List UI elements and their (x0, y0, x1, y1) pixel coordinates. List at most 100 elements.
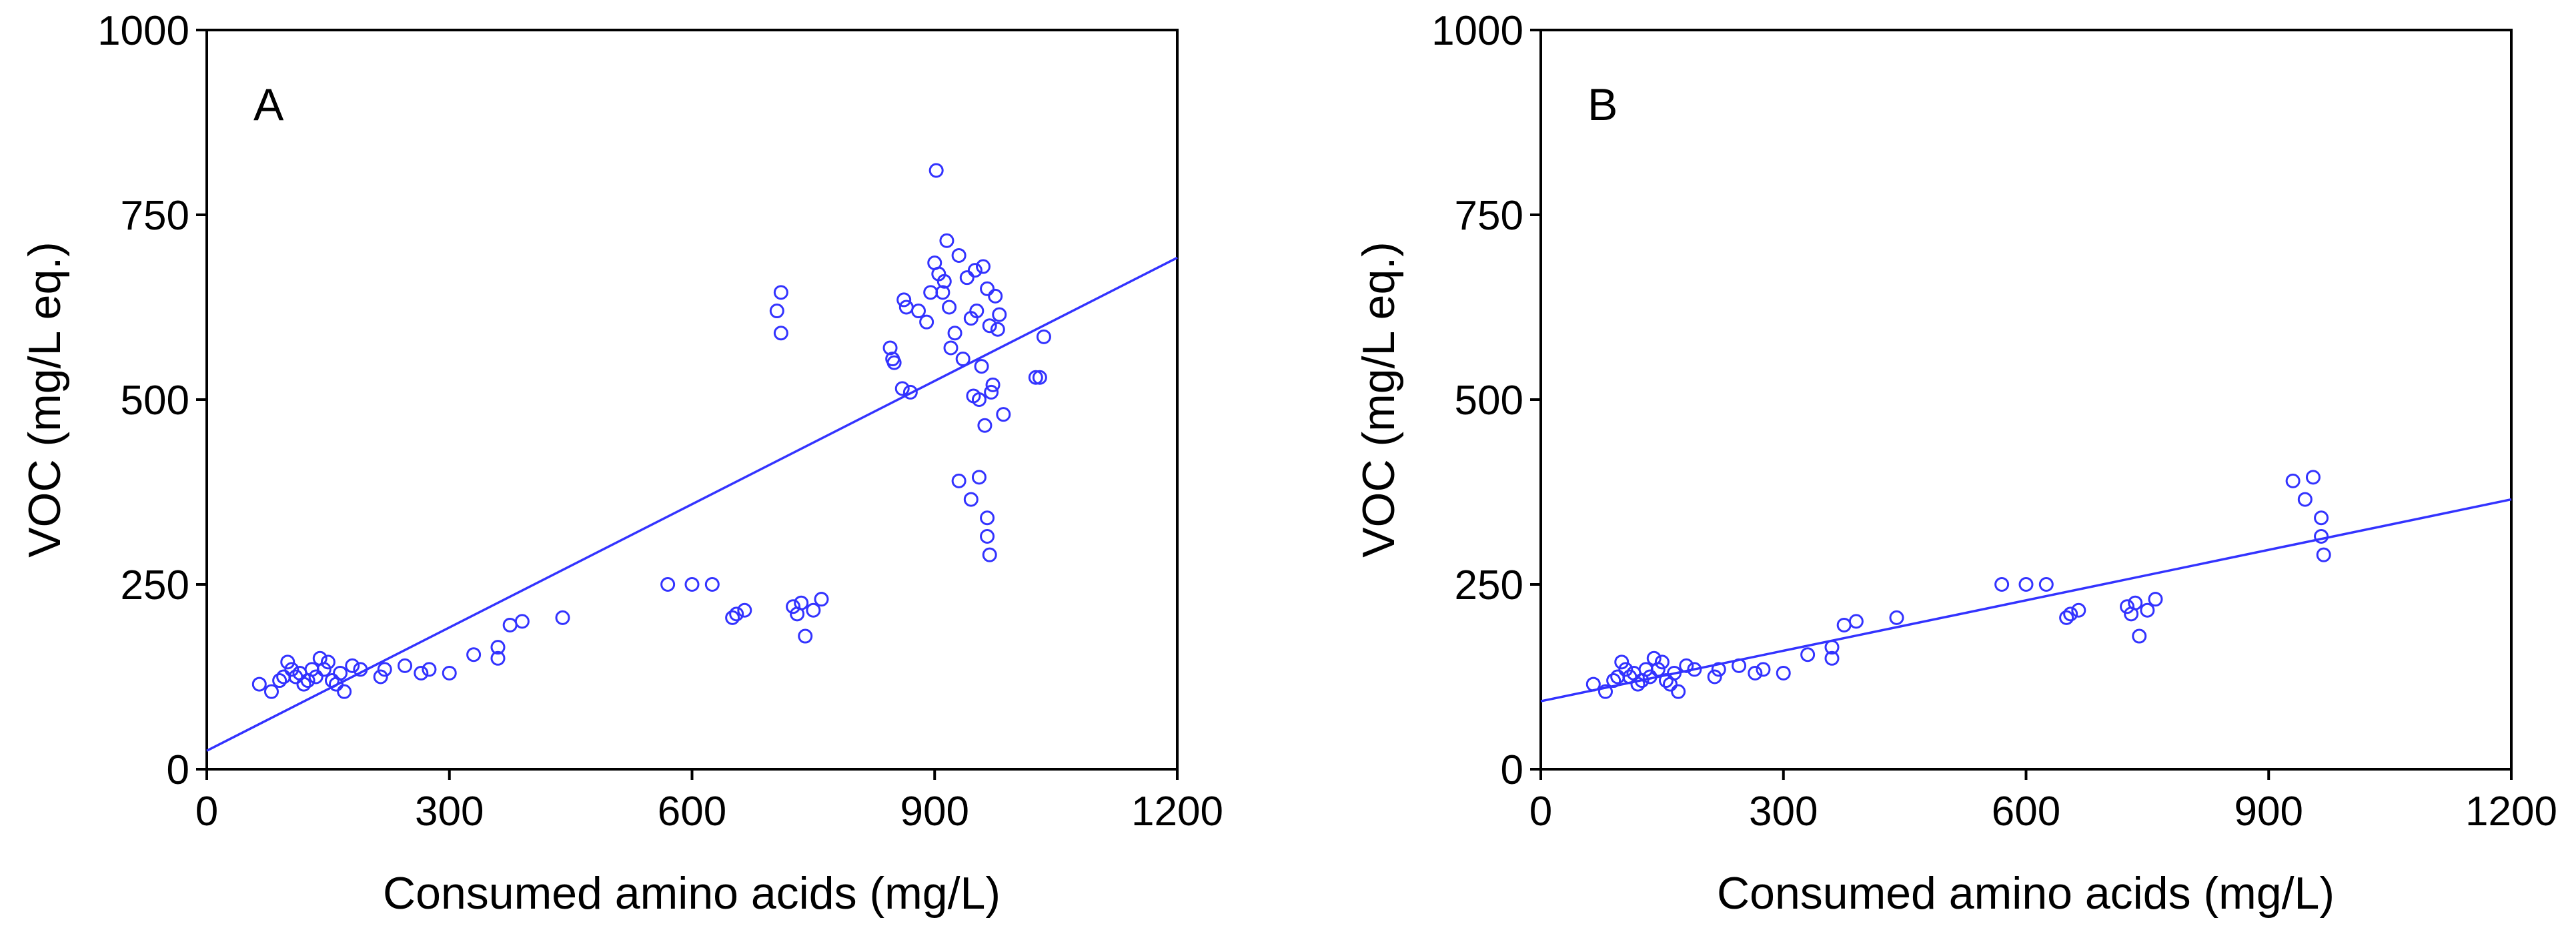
data-point (1824, 650, 1840, 666)
data-point (398, 658, 413, 673)
data-point (1776, 665, 1791, 680)
y-tick-label: 1000 (1431, 8, 1523, 54)
data-point (1748, 665, 1763, 680)
data-point (2140, 602, 2155, 618)
data-point (1598, 684, 1613, 699)
y-tick-label: 500 (1455, 378, 1523, 424)
data-point (969, 304, 985, 319)
data-point (353, 662, 368, 677)
data-point (806, 602, 821, 618)
data-point (2071, 602, 2086, 618)
data-point (704, 577, 720, 592)
data-point (304, 662, 319, 677)
data-point (951, 248, 967, 263)
data-point (2305, 470, 2321, 485)
data-point (1756, 662, 1771, 677)
data-point (555, 610, 570, 625)
data-point (1732, 658, 1747, 673)
data-point (725, 610, 740, 625)
data-point (2120, 599, 2135, 614)
data-point (1848, 614, 1864, 629)
data-point (2132, 628, 2147, 644)
data-point (939, 233, 954, 248)
y-ticks-b: 0 250 500 750 1000 (1431, 8, 1541, 793)
x-tick-label: 600 (658, 789, 726, 835)
data-point (886, 355, 902, 370)
data-point (333, 665, 348, 680)
data-point (2018, 577, 2034, 592)
data-point (1028, 370, 1043, 385)
x-tick-label: 0 (195, 789, 218, 835)
x-tick-label: 900 (2234, 789, 2303, 835)
data-point (992, 307, 1007, 322)
data-point (316, 662, 332, 677)
data-point (980, 281, 995, 296)
x-tick-label: 1200 (2465, 789, 2557, 835)
data-point (502, 617, 518, 632)
data-point (985, 377, 1001, 392)
data-point (2063, 606, 2078, 622)
data-point (773, 285, 788, 300)
data-point (814, 592, 829, 607)
data-point (272, 673, 287, 688)
data-point (2148, 592, 2163, 607)
scatter-points-b (1585, 470, 2331, 699)
data-point (729, 606, 744, 622)
data-point (974, 359, 989, 374)
x-axis-title-b: Consumed amino acids (mg/L) (1717, 868, 2335, 919)
data-point (951, 473, 967, 488)
data-point (296, 676, 311, 692)
data-point (794, 595, 809, 610)
data-point (1630, 676, 1646, 692)
data-point (490, 640, 506, 655)
data-point (896, 292, 912, 308)
data-point (902, 384, 918, 400)
data-point (1650, 662, 1666, 677)
data-point (911, 304, 926, 319)
data-point (882, 340, 898, 356)
plot-frame-b (1539, 29, 2513, 771)
x-tick-label: 1200 (1131, 789, 1223, 835)
data-point (928, 163, 944, 178)
data-point (996, 407, 1011, 422)
y-axis-title-b: VOC (mg/L eq.) (1353, 242, 1404, 558)
data-point (345, 658, 360, 673)
y-tick-label: 250 (121, 562, 189, 608)
plot-frame-a (205, 29, 1179, 771)
data-point (1614, 654, 1630, 670)
data-point (320, 654, 336, 670)
y-tick-label: 500 (121, 378, 189, 424)
data-point (1824, 640, 1840, 655)
data-point (2316, 547, 2331, 562)
data-point (947, 326, 962, 341)
data-point (2314, 528, 2329, 544)
panel-label-a: A (253, 79, 284, 130)
fit-line-a (206, 256, 1178, 752)
data-point (280, 654, 295, 670)
data-point (798, 628, 813, 644)
data-point (2285, 473, 2301, 488)
data-point (1638, 662, 1654, 677)
data-point (737, 602, 752, 618)
data-point (1654, 654, 1670, 670)
data-point (284, 662, 299, 677)
x-ticks-b: 0 300 600 900 1200 (1529, 769, 2557, 835)
data-point (1994, 577, 2010, 592)
data-point (919, 314, 934, 330)
data-point (936, 274, 952, 289)
data-point (1618, 662, 1634, 677)
panel-a: 0 300 600 900 1200 0 250 500 750 1000 A Consumed… (19, 8, 1223, 919)
data-point (1711, 662, 1726, 677)
x-ticks-a: 0 300 600 900 1200 (195, 769, 1223, 835)
data-point (773, 326, 788, 341)
x-axis-title-a: Consumed amino acids (mg/L) (383, 868, 1001, 919)
y-tick-label: 1000 (97, 8, 189, 54)
data-point (980, 528, 995, 544)
data-point (1606, 673, 1622, 688)
data-point (963, 492, 979, 507)
y-tick-label: 0 (1501, 747, 1523, 793)
data-point (660, 577, 676, 592)
data-point (2128, 595, 2143, 610)
data-point (514, 614, 530, 629)
